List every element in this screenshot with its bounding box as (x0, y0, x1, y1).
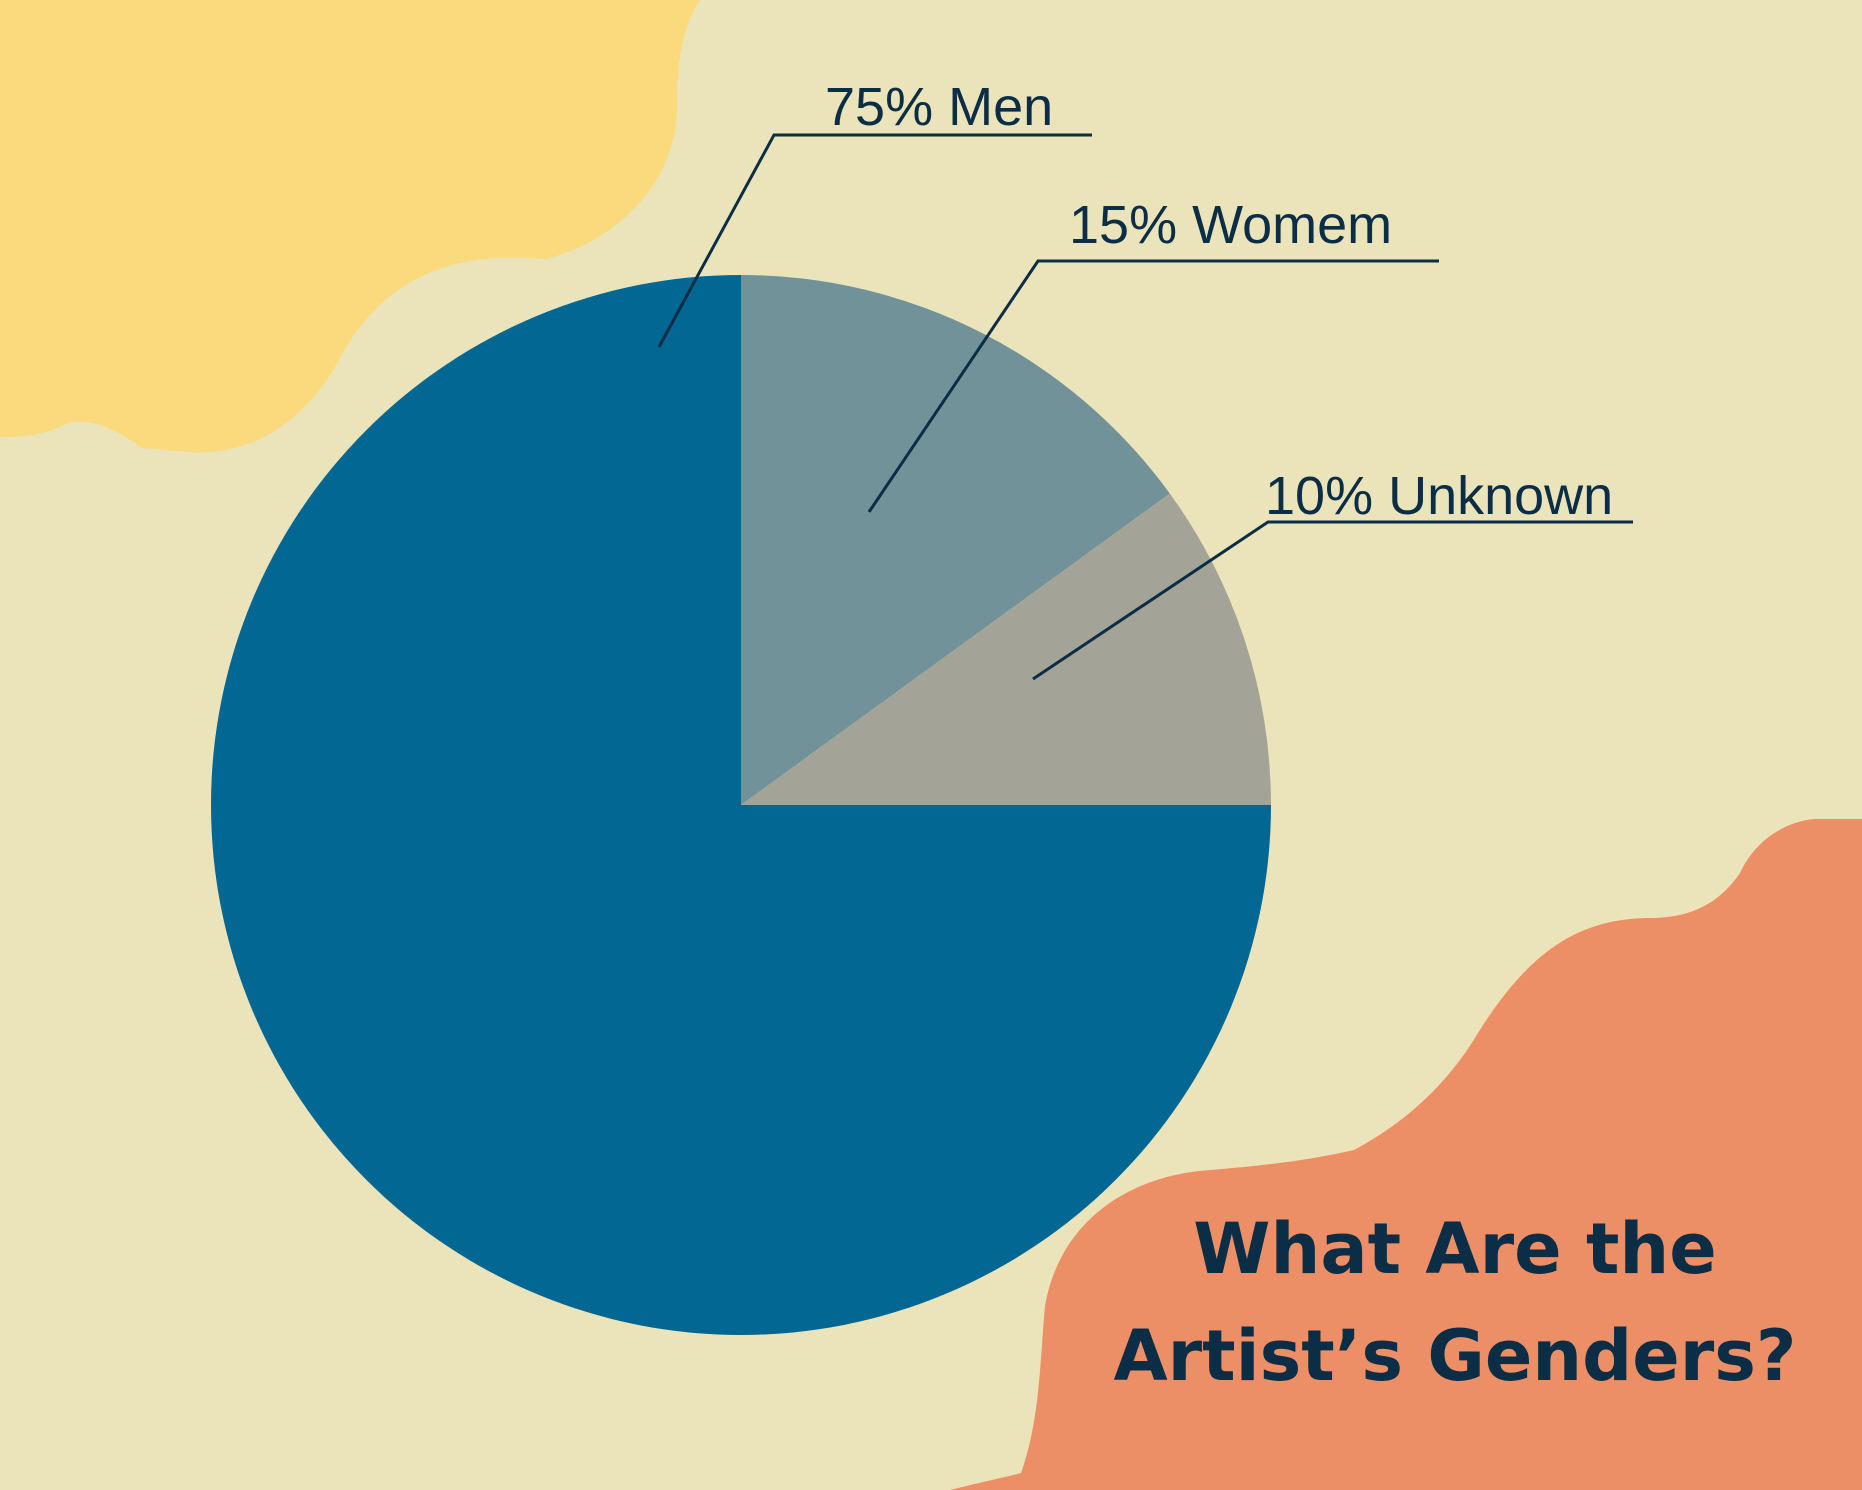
leader-line-women (867, 259, 1439, 513)
pie-slice-women (741, 275, 1170, 805)
pie-slice-men (211, 275, 1271, 1335)
title-line-2: Artist’s Genders? (1113, 1315, 1796, 1397)
label-men: 75% Men (825, 77, 1053, 137)
leader-line-unknown (1032, 520, 1633, 681)
label-women: 15% Womem (1069, 195, 1392, 255)
title-line-1: What Are the (1193, 1208, 1716, 1290)
pie-slice-unknown (741, 493, 1271, 805)
orange-blob (950, 819, 1862, 1490)
leader-line-men (657, 133, 1092, 348)
yellow-blob (0, 0, 700, 453)
label-unknown: 10% Unknown (1265, 466, 1613, 526)
